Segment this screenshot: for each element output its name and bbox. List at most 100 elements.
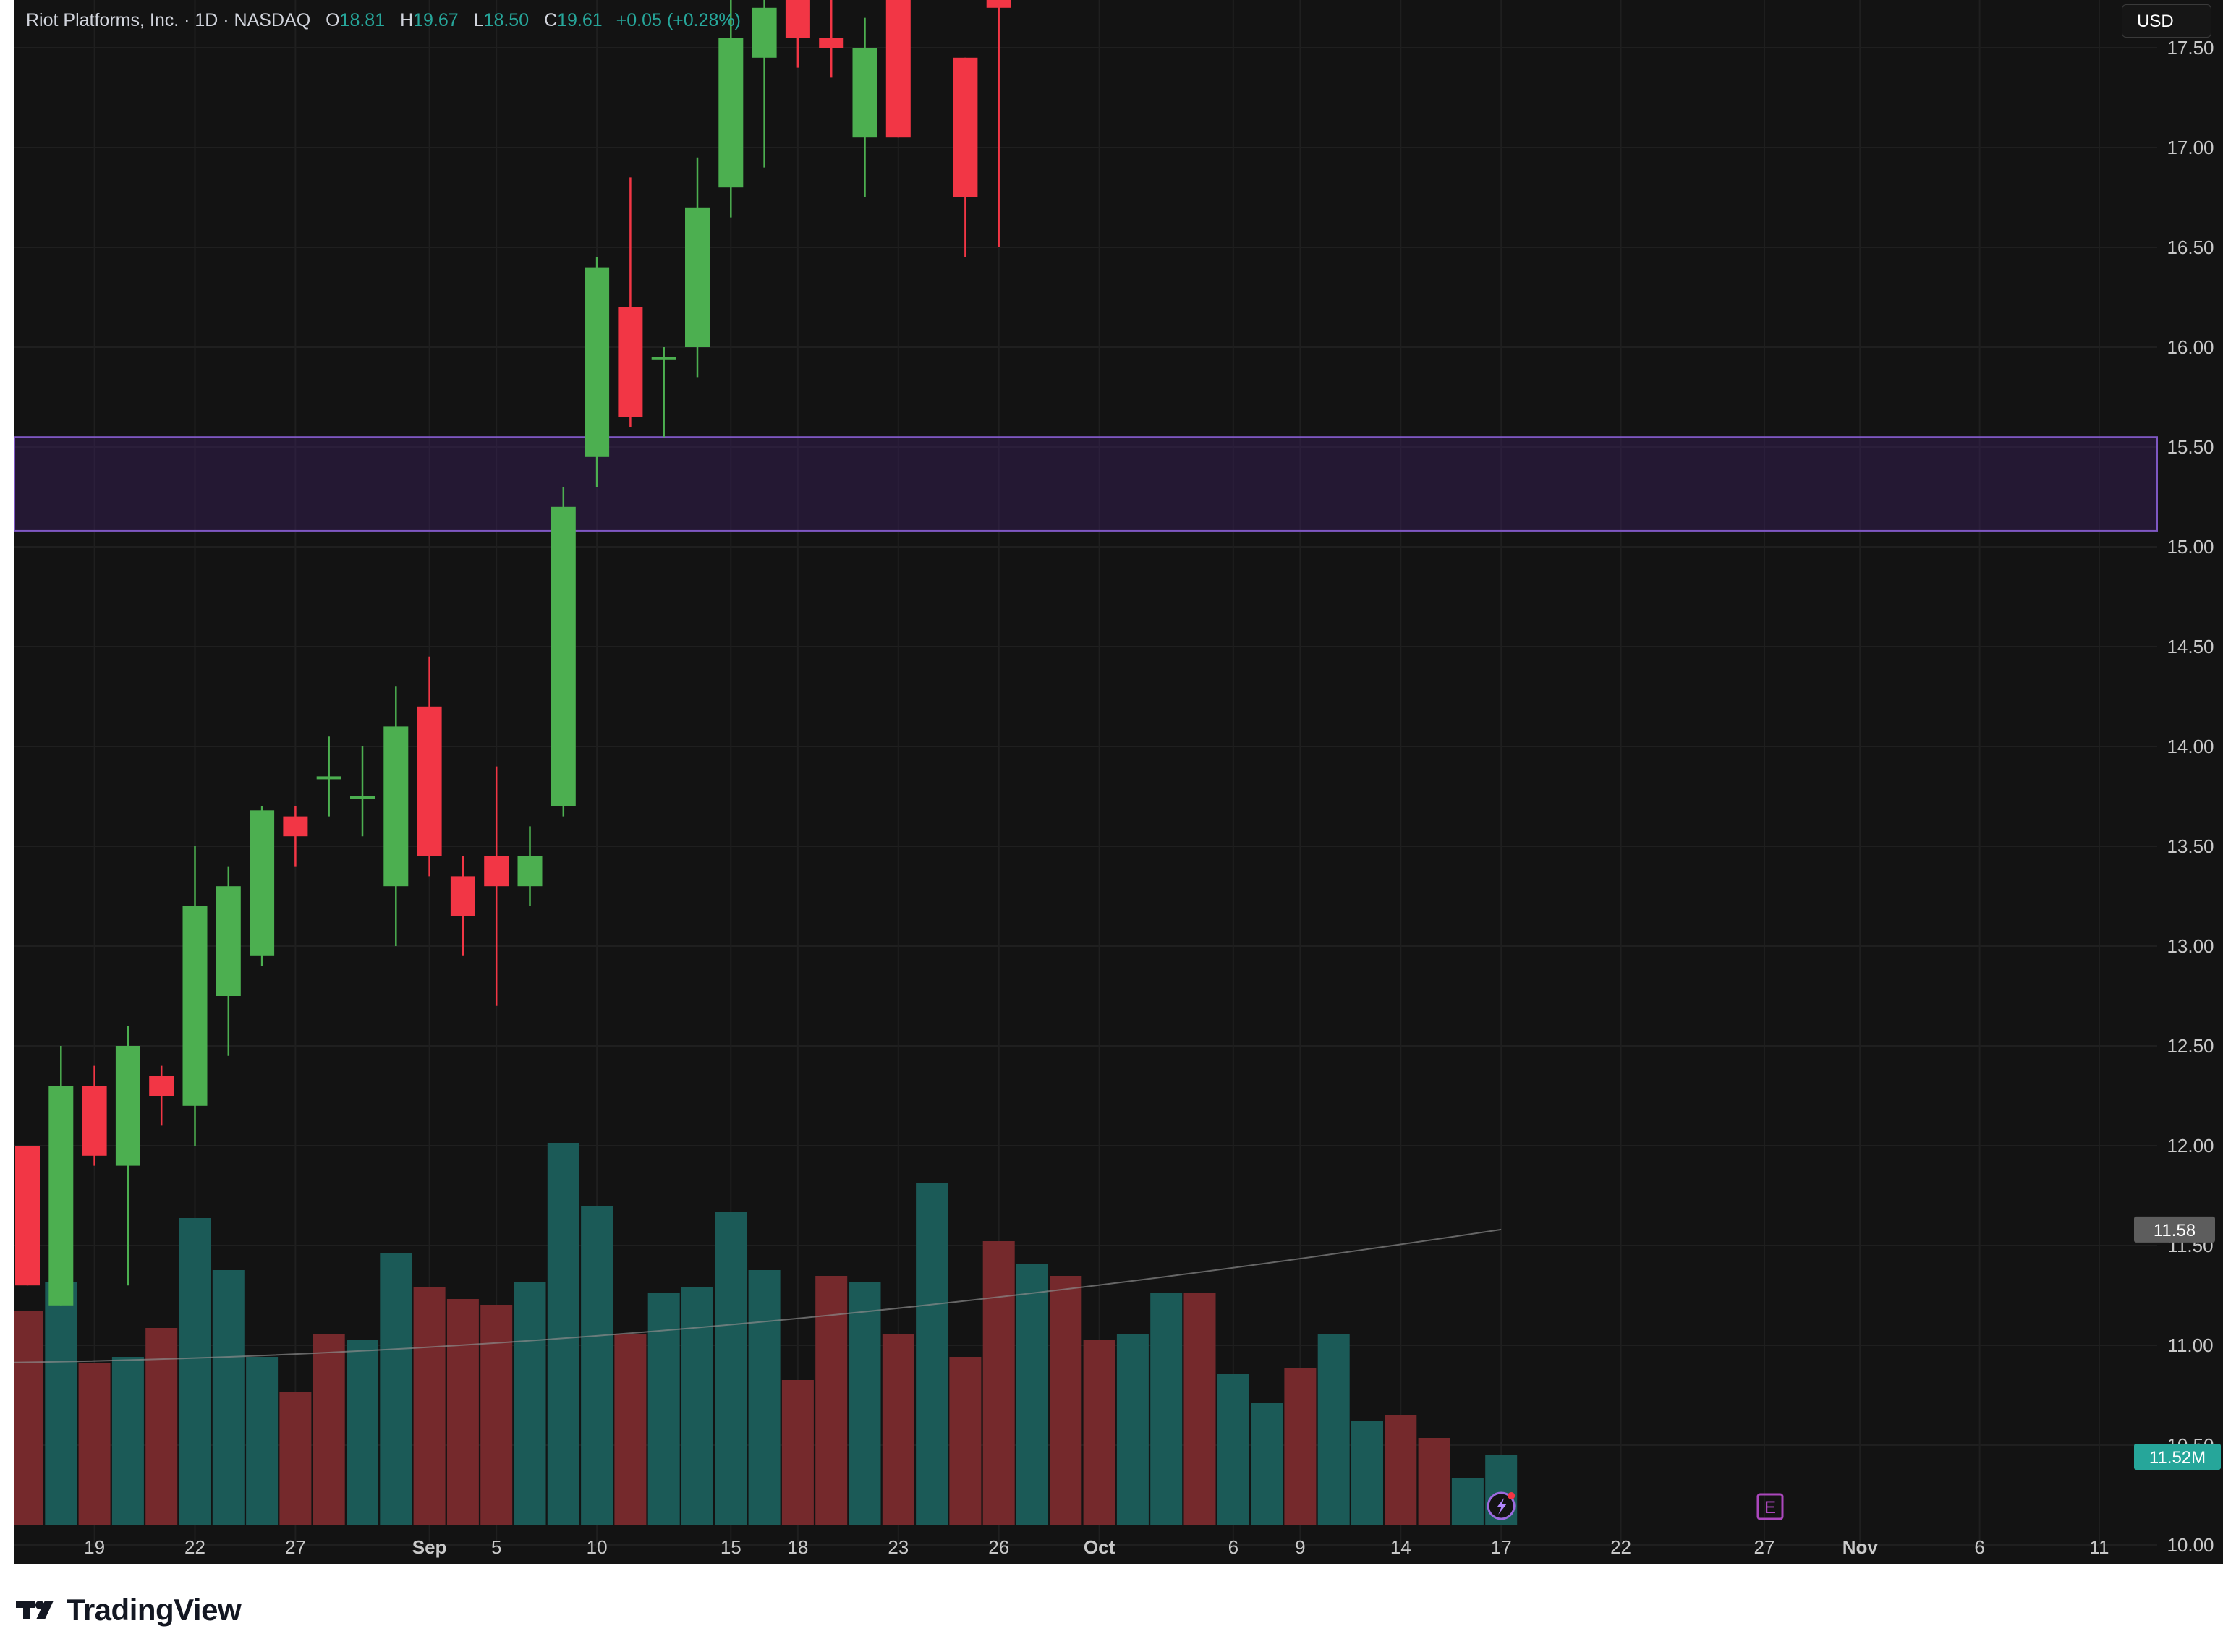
lightning-icon-bolt <box>1497 1498 1507 1515</box>
x-tick-label: 6 <box>1974 1536 1984 1558</box>
volume-bar <box>480 1305 513 1525</box>
y-tick-label: 15.50 <box>2167 436 2214 458</box>
candle <box>450 856 475 956</box>
candle-body <box>517 856 543 887</box>
y-tick-label: 12.50 <box>2167 1035 2214 1057</box>
close-label: C <box>544 10 558 30</box>
candle <box>517 826 543 906</box>
candle-body <box>316 776 341 780</box>
candle-body <box>484 856 509 887</box>
candle-body <box>48 1086 74 1306</box>
currency-button[interactable]: USD <box>2122 4 2211 38</box>
volume-bar <box>1284 1368 1317 1525</box>
volume-bar <box>12 1311 43 1525</box>
volume-bar <box>446 1299 479 1525</box>
volume-bar <box>581 1206 613 1525</box>
candle <box>551 487 576 817</box>
volume-bar <box>313 1334 345 1525</box>
x-tick-label: 11 <box>2089 1536 2109 1558</box>
last-volume-badge <box>2134 1444 2221 1470</box>
candle-body <box>986 0 1011 8</box>
volume-series <box>12 1143 1518 1525</box>
candle <box>785 0 810 68</box>
candle <box>718 0 744 218</box>
volume-bar <box>1418 1438 1450 1525</box>
candle <box>417 656 442 877</box>
chart-container[interactable]: 10.0010.5011.0011.5012.0012.5013.0013.50… <box>0 0 2223 1564</box>
x-tick-label: Nov <box>1842 1536 1879 1558</box>
volume-bar <box>982 1241 1015 1525</box>
low-label: L <box>473 10 484 30</box>
x-tick-label: 19 <box>84 1536 105 1558</box>
candle-body <box>651 357 676 360</box>
x-tick-label: 18 <box>787 1536 808 1558</box>
volume-bar <box>949 1357 982 1525</box>
candle-body <box>685 207 710 347</box>
volume-bar <box>179 1218 211 1525</box>
volume-bar <box>849 1282 881 1525</box>
volume-ma-badge <box>2134 1216 2215 1243</box>
y-tick-label: 17.50 <box>2167 37 2214 59</box>
volume-bar <box>1116 1334 1149 1525</box>
candle <box>149 1065 174 1126</box>
earnings-marker[interactable]: E <box>1756 1493 1784 1520</box>
zones[interactable] <box>14 0 2158 532</box>
candle <box>618 177 643 427</box>
candle-body <box>15 1146 40 1286</box>
volume-ma-line <box>0 1228 1502 1363</box>
y-tick-label: 17.00 <box>2167 137 2214 158</box>
support-zone[interactable] <box>14 436 2158 532</box>
volume-bar <box>815 1276 848 1525</box>
candle-body <box>417 706 442 856</box>
volume-bar <box>514 1282 546 1525</box>
candle-body <box>216 886 241 996</box>
candle-body <box>551 506 576 806</box>
candle <box>986 0 1011 247</box>
volume-bar <box>145 1328 178 1525</box>
high-label: H <box>400 10 414 30</box>
candle-body <box>618 307 643 417</box>
candle-series <box>15 0 1011 1306</box>
earnings-marker-box <box>1756 1493 1784 1520</box>
candle <box>484 766 509 1006</box>
y-tick-label: 16.50 <box>2167 237 2214 258</box>
volume-bar <box>1251 1403 1283 1525</box>
last-volume-value: 11.52M <box>2149 1448 2206 1468</box>
volume-bar <box>715 1212 747 1525</box>
candle <box>685 157 710 378</box>
candle-body <box>752 7 777 58</box>
volume-bar <box>1385 1415 1417 1525</box>
close-value: 19.61 <box>557 10 603 30</box>
y-axis[interactable]: 10.0010.5011.0011.5012.0012.5013.0013.50… <box>2167 0 2214 1556</box>
x-tick-label: 5 <box>491 1536 501 1558</box>
candle <box>885 0 911 138</box>
x-axis[interactable]: 19 22 27 Sep 5 10 15 18 23 26 Oct 6 9 14 17 22 27 Nov 6 11 <box>84 1536 2109 1558</box>
candle <box>216 866 241 1056</box>
volume-bar <box>380 1253 412 1525</box>
x-tick-label: 22 <box>184 1536 205 1558</box>
volume-bar <box>279 1392 312 1525</box>
y-tick-label: 13.00 <box>2167 935 2214 957</box>
volume-bar <box>45 1282 77 1525</box>
volume-bar <box>681 1287 713 1525</box>
volume-bar <box>614 1334 647 1525</box>
tradingview-logo-icon <box>16 1601 54 1619</box>
volume-bar <box>1016 1264 1048 1525</box>
candle <box>953 57 978 257</box>
low-value: 18.50 <box>483 10 530 30</box>
y-tick-label: 12.00 <box>2167 1135 2214 1157</box>
candle <box>316 736 341 817</box>
candle <box>852 17 877 197</box>
candle-body <box>785 0 810 38</box>
price-chart[interactable]: 10.0010.5011.0011.5012.0012.5013.0013.50… <box>0 0 2223 1564</box>
lightning-icon[interactable] <box>1487 1491 1516 1520</box>
x-tick-label: 15 <box>721 1536 741 1558</box>
footer-brand: TradingView <box>67 1593 242 1627</box>
candle-body <box>885 0 911 138</box>
x-tick-label: 6 <box>1228 1536 1238 1558</box>
volume-bar <box>347 1340 378 1525</box>
volume-bar <box>413 1287 446 1525</box>
volume-bar <box>1050 1276 1082 1525</box>
volume-bar <box>1217 1374 1249 1525</box>
candle-body <box>82 1086 107 1156</box>
